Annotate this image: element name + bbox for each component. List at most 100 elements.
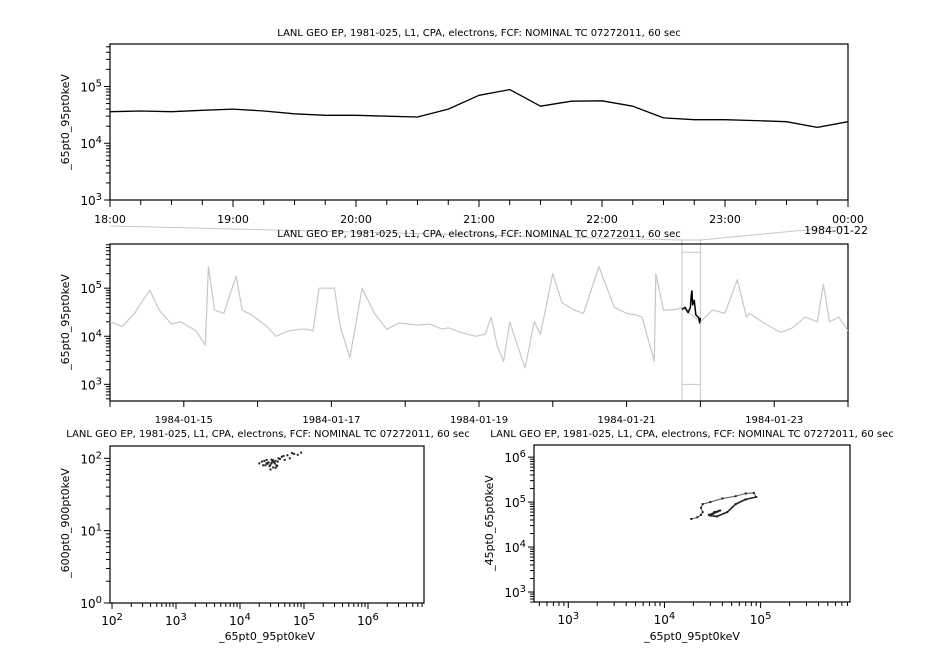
scatter-point bbox=[278, 458, 281, 460]
scatter-left-title: LANL GEO EP, 1981-025, L1, CPA, electron… bbox=[66, 429, 469, 440]
scatter-point bbox=[291, 452, 293, 455]
y-tick-label: 105 bbox=[80, 280, 102, 296]
top-timeseries-panel: LANL GEO EP, 1981-025, L1, CPA, electron… bbox=[59, 28, 868, 237]
x-tick-label: 104 bbox=[229, 612, 251, 628]
scatter-point bbox=[696, 516, 699, 519]
y-tick-label: 104 bbox=[80, 328, 102, 344]
overview-timeseries-panel: LANL GEO EP, 1981-025, L1, CPA, electron… bbox=[59, 229, 849, 426]
scatter-point bbox=[707, 513, 710, 516]
scatter-point bbox=[293, 452, 296, 455]
scatter-point bbox=[286, 454, 289, 457]
scatter-point bbox=[709, 514, 712, 517]
scatter-point bbox=[701, 503, 704, 506]
scatter-point bbox=[274, 459, 277, 462]
scatter-point bbox=[272, 459, 275, 462]
overview-panel-title: LANL GEO EP, 1981-025, L1, CPA, electron… bbox=[277, 229, 680, 240]
scatter-point bbox=[265, 458, 268, 461]
scatter-point bbox=[258, 462, 261, 465]
x-tick-label: 00:00 bbox=[832, 213, 864, 226]
scatter-point bbox=[734, 495, 737, 498]
x-tick-label: 1984-01-21 bbox=[598, 415, 656, 426]
x-tick-label: 22:00 bbox=[586, 213, 618, 226]
x-tick-label: 104 bbox=[654, 611, 676, 627]
scatter-point bbox=[273, 462, 276, 465]
x-tick-label: 23:00 bbox=[709, 213, 741, 226]
scatter-point bbox=[268, 465, 271, 468]
scatter-point bbox=[269, 463, 272, 466]
scatter-point bbox=[719, 509, 722, 512]
x-tick-label: 103 bbox=[557, 611, 579, 627]
scatter-point bbox=[272, 466, 275, 469]
scatter-point bbox=[265, 462, 268, 465]
scatter-point bbox=[267, 461, 270, 464]
scatter-point bbox=[264, 464, 267, 467]
context-series-line bbox=[109, 266, 849, 369]
scatter-right-frame bbox=[533, 444, 851, 603]
overview-panel-ylabel: _65pt0_95pt0keV bbox=[59, 274, 72, 371]
y-tick-label: 104 bbox=[504, 539, 526, 555]
scatter-point bbox=[280, 455, 283, 458]
zoom-connector-lines bbox=[109, 225, 849, 402]
x-tick-label: 103 bbox=[165, 612, 187, 628]
y-tick-label: 105 bbox=[504, 494, 526, 510]
scatter-point bbox=[296, 453, 299, 456]
top-panel-ylabel: _65pt0_95pt0keV bbox=[59, 74, 72, 171]
scatter-point bbox=[274, 466, 277, 469]
x-tick-label: 19:00 bbox=[217, 213, 249, 226]
scatter-point bbox=[276, 460, 279, 463]
top-panel-title: LANL GEO EP, 1981-025, L1, CPA, electron… bbox=[277, 28, 680, 39]
y-tick-label: 106 bbox=[504, 449, 526, 465]
y-tick-label: 100 bbox=[80, 595, 102, 611]
x-tick-label: 1984-01-23 bbox=[745, 415, 803, 426]
scatter-point bbox=[269, 468, 272, 471]
y-tick-label: 102 bbox=[80, 450, 102, 466]
scatter-left-xlabel: _65pt0_95pt0keV bbox=[218, 630, 315, 643]
scatter-point bbox=[715, 515, 718, 518]
x-tick-label: 105 bbox=[293, 612, 315, 628]
scatter-point bbox=[271, 460, 274, 463]
x-tick-label: 102 bbox=[101, 612, 123, 628]
scatter-point bbox=[282, 454, 285, 457]
scatter-point bbox=[709, 501, 712, 504]
scatter-point bbox=[700, 513, 702, 516]
zoom-connector-right bbox=[700, 225, 849, 241]
scatter-right-xlabel: _65pt0_95pt0keV bbox=[643, 630, 740, 643]
scatter-panel-right: LANL GEO EP, 1981-025, L1, CPA, electron… bbox=[483, 429, 894, 643]
x-tick-label: 21:00 bbox=[463, 213, 495, 226]
scatter-point bbox=[712, 512, 714, 515]
y-tick-label: 103 bbox=[504, 584, 526, 600]
scatter-point bbox=[270, 462, 273, 465]
scatter-panel-left: LANL GEO EP, 1981-025, L1, CPA, electron… bbox=[59, 429, 470, 643]
scatter-point bbox=[690, 518, 693, 520]
scatter-left-ylabel: _600pt0_900pt0keV bbox=[59, 468, 72, 579]
scatter-point bbox=[300, 451, 303, 454]
scatter-point bbox=[263, 459, 266, 462]
scatter-point bbox=[717, 510, 719, 513]
overview-plot-frame bbox=[109, 243, 849, 402]
scatter-point bbox=[744, 492, 747, 495]
scatter-point bbox=[734, 503, 737, 506]
scatter-point bbox=[275, 464, 278, 467]
y-tick-label: 105 bbox=[80, 78, 102, 94]
y-tick-label: 103 bbox=[80, 192, 102, 208]
zoom-connector-left bbox=[109, 225, 682, 241]
scatter-right-title: LANL GEO EP, 1981-025, L1, CPA, electron… bbox=[490, 429, 893, 440]
scatter-point bbox=[277, 457, 280, 460]
x-tick-label: 1984-01-15 bbox=[155, 415, 213, 426]
x-tick-label: 20:00 bbox=[340, 213, 372, 226]
x-tick-label: 1984-01-19 bbox=[450, 415, 508, 426]
scatter-left-frame bbox=[109, 445, 425, 604]
scatter-point bbox=[273, 461, 275, 464]
y-tick-label: 101 bbox=[80, 523, 102, 539]
scatter-point bbox=[744, 498, 747, 501]
top-plot-frame bbox=[109, 43, 849, 201]
scatter-point bbox=[713, 511, 716, 514]
x-tick-label: 1984-01-17 bbox=[302, 415, 360, 426]
top-panel-date-label: 1984-01-22 bbox=[804, 224, 868, 237]
x-tick-label: 18:00 bbox=[94, 213, 126, 226]
scatter-point bbox=[260, 460, 263, 463]
x-tick-label: 105 bbox=[750, 611, 772, 627]
scatter-point bbox=[726, 511, 729, 514]
scatter-right-ylabel: _45pt0_65pt0keV bbox=[483, 475, 496, 572]
